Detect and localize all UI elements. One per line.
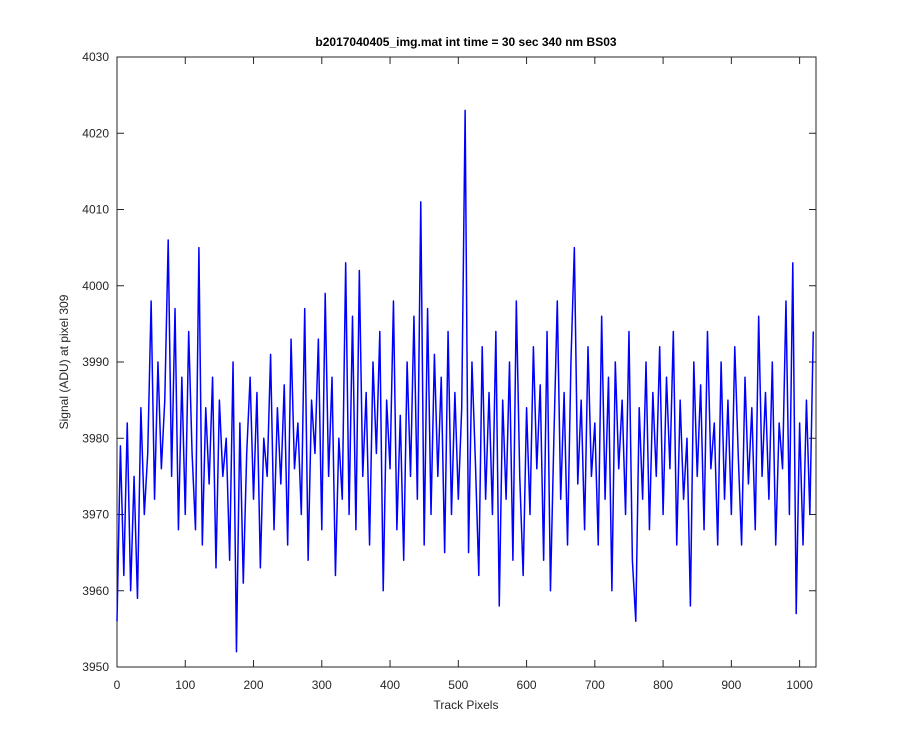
- y-axis-label: Signal (ADU) at pixel 309: [57, 294, 71, 429]
- x-tick-label: 500: [448, 678, 468, 692]
- x-tick-label: 200: [244, 678, 264, 692]
- y-tick-label: 4000: [82, 279, 109, 293]
- x-tick-label: 400: [380, 678, 400, 692]
- x-tick-label: 0: [114, 678, 121, 692]
- y-tick-label: 4030: [82, 50, 109, 64]
- x-tick-label: 900: [721, 678, 741, 692]
- x-tick-label: 800: [653, 678, 673, 692]
- y-tick-label: 3980: [82, 431, 109, 445]
- y-tick-label: 3950: [82, 660, 109, 674]
- x-tick-label: 600: [517, 678, 537, 692]
- y-tick-label: 3970: [82, 508, 109, 522]
- y-tick-label: 4010: [82, 203, 109, 217]
- y-tick-label: 4020: [82, 126, 109, 140]
- x-tick-label: 100: [175, 678, 195, 692]
- x-tick-label: 700: [585, 678, 605, 692]
- x-axis-label: Track Pixels: [434, 698, 499, 712]
- signal-line: [116, 109, 815, 653]
- y-tick-label: 3990: [82, 355, 109, 369]
- chart-title: b2017040405_img.mat int time = 30 sec 34…: [315, 35, 616, 49]
- x-tick-label: 300: [312, 678, 332, 692]
- y-tick-label: 3960: [82, 584, 109, 598]
- x-tick-label: 1000: [786, 678, 813, 692]
